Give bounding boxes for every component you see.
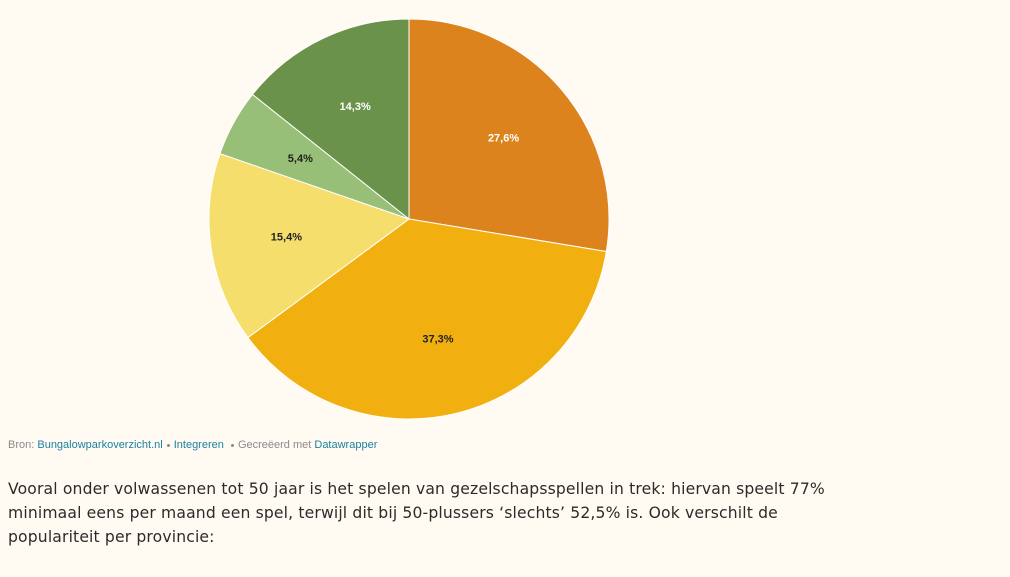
pie-slice <box>408 18 610 253</box>
source-link[interactable]: Bungalowparkoverzicht.nl <box>37 439 163 451</box>
slice-label: 37,3% <box>422 333 453 345</box>
chart-footer: Bron: Bungalowparkoverzicht.nl Integreren… <box>8 439 377 451</box>
embed-link[interactable]: Integreren <box>173 439 224 451</box>
chart: 27,6% 37,3% 15,4% 5,4% 14,3% <box>208 18 610 420</box>
slice-label: 15,4% <box>271 232 302 244</box>
slice-label: 5,4% <box>288 153 313 165</box>
credit-link[interactable]: Datawrapper <box>314 439 378 451</box>
pie-slice <box>251 18 410 221</box>
slice-label: 27,6% <box>488 133 519 145</box>
pie-slice <box>208 152 411 339</box>
paragraph: Vooral onder volwassenen tot 50 jaar is … <box>8 480 825 546</box>
slice-label: 14,3% <box>340 101 371 113</box>
separator <box>230 443 234 447</box>
pie-slice <box>247 218 607 420</box>
source-label: Bron: <box>8 439 35 451</box>
credit: Gecreëerd met <box>237 439 312 451</box>
separator <box>166 443 170 447</box>
